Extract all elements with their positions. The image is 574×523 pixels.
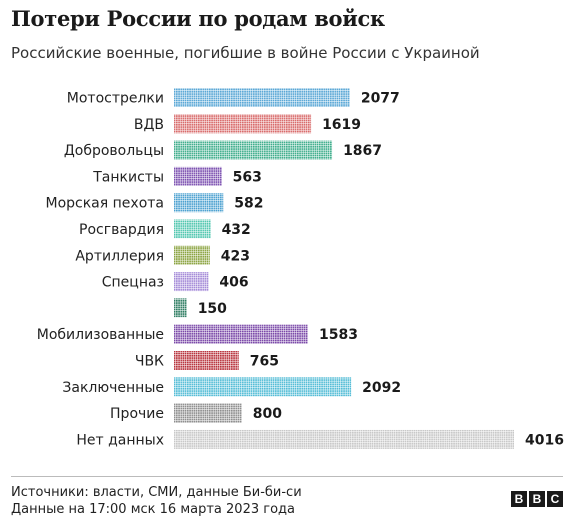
bar <box>174 88 350 107</box>
value-label: 1867 <box>343 143 382 159</box>
bar-row: ЧВК 765 <box>135 351 279 370</box>
category-label: Прочие <box>110 406 164 422</box>
value-label: 800 <box>253 406 282 422</box>
bar-row: Нет данных 4016 <box>76 429 564 449</box>
bar <box>174 114 312 134</box>
category-label: Мобилизованные <box>37 327 164 343</box>
value-label: 1619 <box>322 117 361 133</box>
bar <box>174 324 309 344</box>
source-note: Источники: власти, СМИ, данные Би-би-си <box>11 485 302 500</box>
footer-source-block: Источники: власти, СМИ, данные Би-би-си … <box>11 484 302 518</box>
category-label: ЧВК <box>135 354 164 370</box>
category-label: Морская пехота <box>46 196 165 212</box>
bar <box>174 193 224 213</box>
bar <box>174 351 239 370</box>
bar <box>174 298 187 318</box>
bar-row: Морская пехота 582 <box>46 193 264 213</box>
bar <box>174 272 209 292</box>
bar-row: Росгвардия 432 <box>79 219 251 239</box>
bar-row: Танкисты 563 <box>92 166 262 186</box>
bar-row: ВДВ 1619 <box>134 114 361 134</box>
category-label: Росгвардия <box>79 222 164 238</box>
bar <box>174 403 242 423</box>
bbc-logo-letter-b1: B <box>511 491 527 507</box>
bar-row: Заключенные 2092 <box>62 377 401 397</box>
bar-row: Добровольцы 1867 <box>64 140 382 160</box>
value-label: 582 <box>234 196 263 212</box>
value-label: 423 <box>221 248 250 264</box>
bbc-logo-letter-c: C <box>547 491 563 507</box>
bar-row: Мобилизованные 1583 <box>37 324 358 344</box>
value-label: 2077 <box>361 91 400 107</box>
bar <box>174 377 352 397</box>
category-label: Спецназ <box>102 275 164 291</box>
bar <box>174 245 210 265</box>
chart-subtitle: Российские военные, погибшие в войне Рос… <box>11 44 480 62</box>
category-label: Артиллерия <box>75 248 164 264</box>
bar <box>174 166 222 186</box>
value-label: 2092 <box>362 380 401 396</box>
bar-row: Спецназ 406 <box>102 272 249 292</box>
bar-chart: Мотострелки 2077 ВДВ 1619 Добровольцы 1867 Тан… <box>37 88 564 449</box>
category-label: Мотострелки <box>67 91 164 107</box>
value-label: 150 <box>198 301 227 317</box>
bar-row: Артиллерия 423 <box>75 245 250 265</box>
bar-row: Прочие 800 <box>110 403 282 423</box>
value-label: 4016 <box>525 432 564 448</box>
bar <box>174 429 514 449</box>
bar <box>174 219 211 239</box>
category-label: Добровольцы <box>64 143 164 159</box>
value-label: 765 <box>250 354 279 370</box>
date-note: Данные на 17:00 мск 16 марта 2023 года <box>11 502 295 517</box>
category-label: Заключенные <box>62 380 164 396</box>
bar-row: 150 <box>174 298 227 318</box>
chart-title: Потери России по родам войск <box>11 6 385 31</box>
bar-row: Мотострелки 2077 <box>67 88 400 107</box>
bbc-logo-letter-b2: B <box>529 491 545 507</box>
value-label: 563 <box>233 169 262 185</box>
footer-divider <box>11 476 563 477</box>
value-label: 432 <box>222 222 251 238</box>
value-label: 406 <box>219 275 248 291</box>
bar <box>174 140 333 160</box>
category-label: Танкисты <box>92 169 164 185</box>
category-label: Нет данных <box>76 432 164 448</box>
bbc-logo: B B C <box>511 491 563 507</box>
category-label: ВДВ <box>134 117 164 133</box>
value-label: 1583 <box>319 327 358 343</box>
